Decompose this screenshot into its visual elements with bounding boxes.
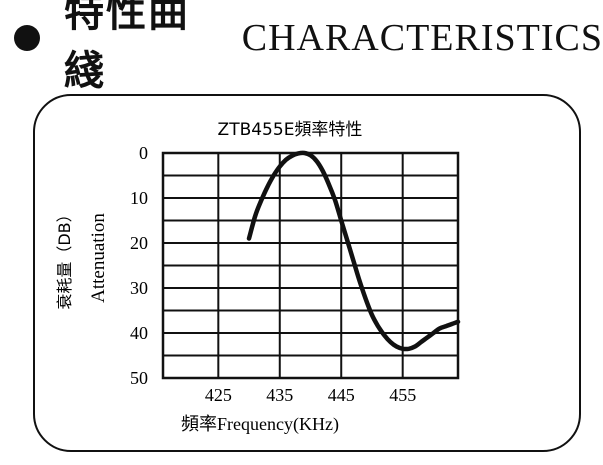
y-axis-label-chinese: 衰耗量（DB） [55, 206, 74, 309]
y-tick-label: 0 [139, 143, 148, 163]
y-tick-label: 10 [130, 188, 148, 208]
y-tick-label: 50 [130, 368, 148, 388]
bullet-icon [14, 25, 40, 51]
y-tick-label: 30 [130, 278, 148, 298]
title-english: CHARACTERISTICS [241, 17, 603, 59]
header: 特性曲綫 CHARACTERISTICS [14, 0, 603, 94]
y-axis-label-english: Attenuation [88, 213, 109, 303]
x-tick-label: 445 [328, 385, 355, 405]
x-axis-label: 頻率Frequency(KHz) [181, 414, 339, 435]
series-layer [246, 150, 461, 352]
x-tick-label: 455 [389, 385, 416, 405]
attenuation-curve [246, 150, 461, 352]
x-tick-labels: 425 435 445 455 [205, 385, 416, 405]
grid [161, 151, 460, 380]
y-tick-label: 40 [130, 323, 148, 343]
y-tick-labels: 0 10 20 30 40 50 [130, 143, 148, 388]
y-tick-label: 20 [130, 233, 148, 253]
x-tick-label: 435 [266, 385, 293, 405]
chart-panel [33, 94, 581, 452]
chart-title: ZTB455E頻率特性 [218, 120, 363, 140]
title-chinese: 特性曲綫 [63, 0, 190, 94]
x-tick-label: 425 [205, 385, 232, 405]
